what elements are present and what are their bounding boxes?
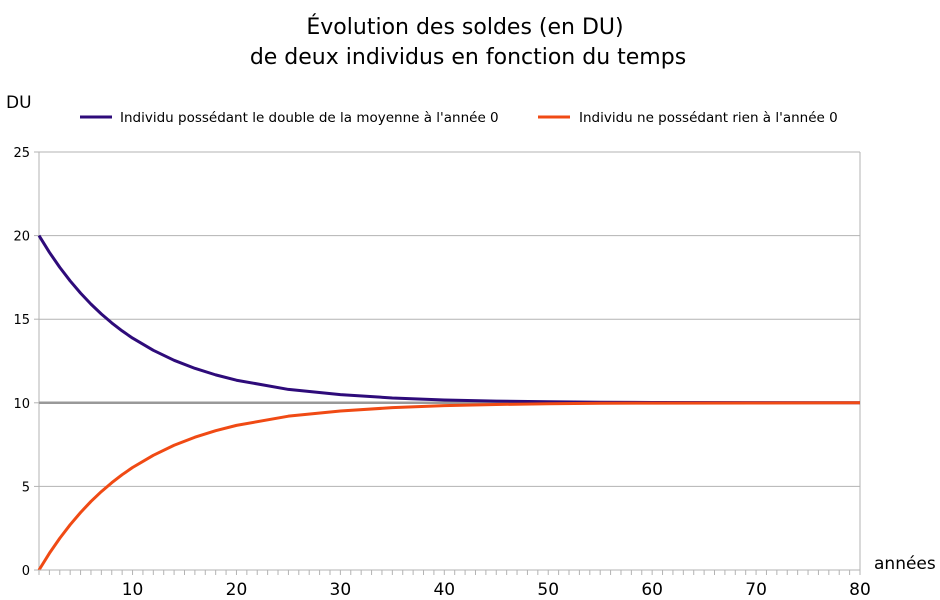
x-tick-label: 20 bbox=[226, 580, 248, 600]
y-tick-label: 15 bbox=[13, 313, 30, 328]
y-tick-label: 20 bbox=[13, 230, 30, 245]
x-tick-label: 50 bbox=[537, 580, 559, 600]
y-tick-label: 10 bbox=[13, 397, 30, 412]
y-axis-title: DU bbox=[6, 93, 32, 113]
plot-area: 0 5 10 15 20 25 10 20 30 40 50 60 70 80 bbox=[13, 146, 870, 600]
legend: Individu possédant le double de la moyen… bbox=[80, 110, 838, 126]
legend-label-series-1: Individu possédant le double de la moyen… bbox=[120, 110, 499, 126]
x-tick-label: 10 bbox=[122, 580, 144, 600]
x-tick-label: 70 bbox=[745, 580, 767, 600]
x-tick-label: 40 bbox=[433, 580, 455, 600]
legend-label-series-2: Individu ne possédant rien à l'année 0 bbox=[579, 110, 838, 126]
chart-title-line-1: Évolution des soldes (en DU) bbox=[306, 14, 623, 40]
series-line-1 bbox=[37, 234, 861, 405]
x-tick-label: 80 bbox=[849, 580, 871, 600]
x-axis-title: années bbox=[874, 554, 936, 574]
series-line-2 bbox=[37, 401, 861, 571]
x-tick-label: 30 bbox=[330, 580, 352, 600]
y-tick-label: 5 bbox=[22, 480, 30, 495]
chart-title-line-2: de deux individus en fonction du temps bbox=[250, 45, 686, 70]
x-tick-label: 60 bbox=[641, 580, 663, 600]
y-tick-label: 25 bbox=[13, 146, 30, 161]
y-tick-label: 0 bbox=[22, 564, 30, 579]
